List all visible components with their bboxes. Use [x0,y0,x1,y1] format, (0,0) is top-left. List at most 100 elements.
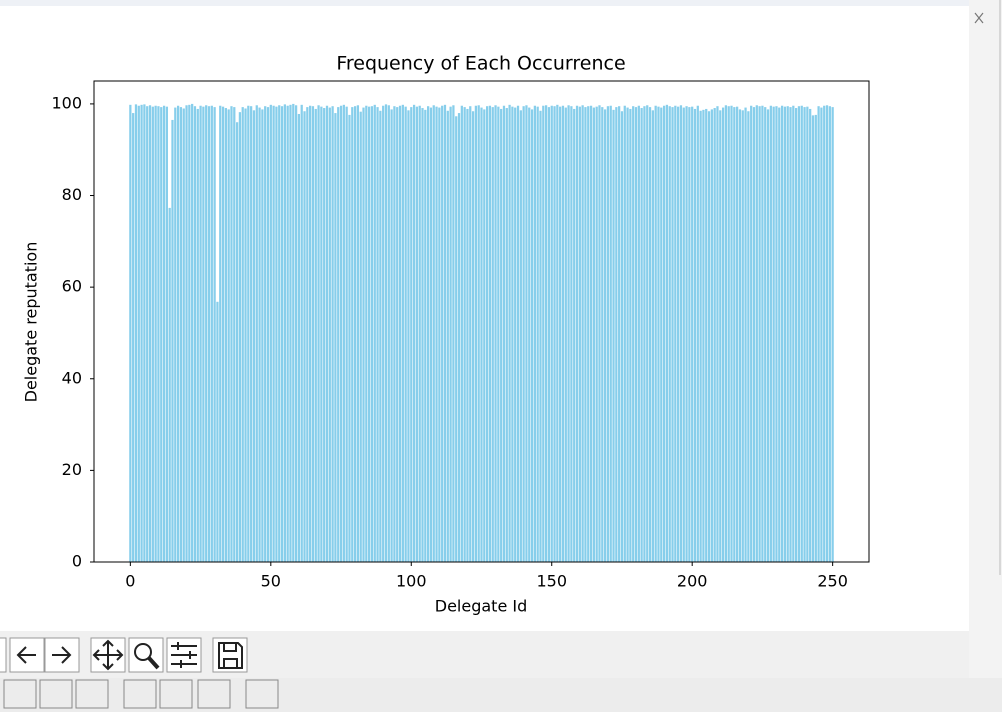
bar [502,105,506,562]
bar [435,106,438,563]
bar [615,107,618,563]
bar [530,109,534,562]
bar [452,105,455,562]
bar [213,107,216,563]
bar [561,105,565,562]
bar [460,105,463,562]
bar [174,107,177,563]
bar [443,104,447,562]
bar [202,106,205,563]
bar [603,109,607,562]
bar [761,105,764,562]
bar [205,105,208,562]
bar [592,107,595,563]
bar [297,113,301,563]
x-tick-label: 0 [125,572,135,591]
bar [744,107,747,563]
bar [485,106,489,562]
bar [643,106,646,562]
bar [457,113,461,563]
bar [713,108,716,562]
bar [446,110,449,563]
bar [165,106,168,563]
bar [303,111,306,562]
bar [320,106,323,563]
bar [227,109,230,562]
x-tick-label: 50 [261,572,281,591]
bar [424,109,427,563]
bar [471,111,475,562]
bar [157,106,160,562]
bar [817,106,820,562]
bar [629,108,632,562]
close-button[interactable] [974,12,984,24]
bar [691,106,694,563]
bar [707,111,711,562]
y-tick-label: 40 [62,368,82,387]
bar [373,104,376,562]
bar [632,106,635,562]
bar [384,104,388,562]
bar [466,108,469,562]
bar [477,105,480,562]
bar [407,110,410,563]
bar [536,106,539,563]
bar [508,104,511,562]
bar [191,103,194,563]
bar [294,105,298,562]
bar [578,106,581,563]
bar [379,110,382,563]
bar [828,106,831,562]
bar [469,106,472,562]
bar [634,107,638,563]
bar [550,105,553,562]
bar [665,104,669,562]
bar [601,107,604,563]
bar [280,106,284,562]
bar [542,105,545,562]
bar [738,109,742,562]
bar [775,106,778,562]
bar [272,105,275,562]
home-button[interactable] [0,637,7,673]
bar [331,106,334,562]
bar [418,105,421,562]
bar [134,104,138,562]
bar [137,105,140,562]
y-tick-label: 60 [62,277,82,296]
bar [809,108,812,562]
back-toolbar [0,678,1002,712]
bar [449,106,452,563]
bar [727,106,730,562]
bar [345,106,348,563]
bar [505,108,508,562]
toolbar-buttons[interactable] [0,637,248,673]
bar [432,105,435,562]
bar [814,114,817,562]
bar [716,106,719,562]
bar [182,108,185,562]
bar [398,105,402,562]
y-tick-label: 0 [72,552,82,571]
x-axis-label: Delegate Id [435,597,528,616]
bar [171,119,174,562]
bar [598,105,601,562]
bar [589,105,593,562]
y-axis-label: Delegate reputation [22,242,41,403]
bar [401,104,404,562]
bar [404,106,407,563]
bar [648,107,652,563]
zoom-handle [147,656,160,670]
bar [699,110,702,563]
bar [674,105,677,562]
title-strip [0,0,969,6]
bar [581,105,584,562]
bar [544,105,548,562]
bar [264,106,267,562]
bar [196,108,199,562]
bar [376,107,379,563]
bar [382,105,385,562]
bar [328,107,331,563]
bar [682,107,685,563]
bar [783,106,787,563]
